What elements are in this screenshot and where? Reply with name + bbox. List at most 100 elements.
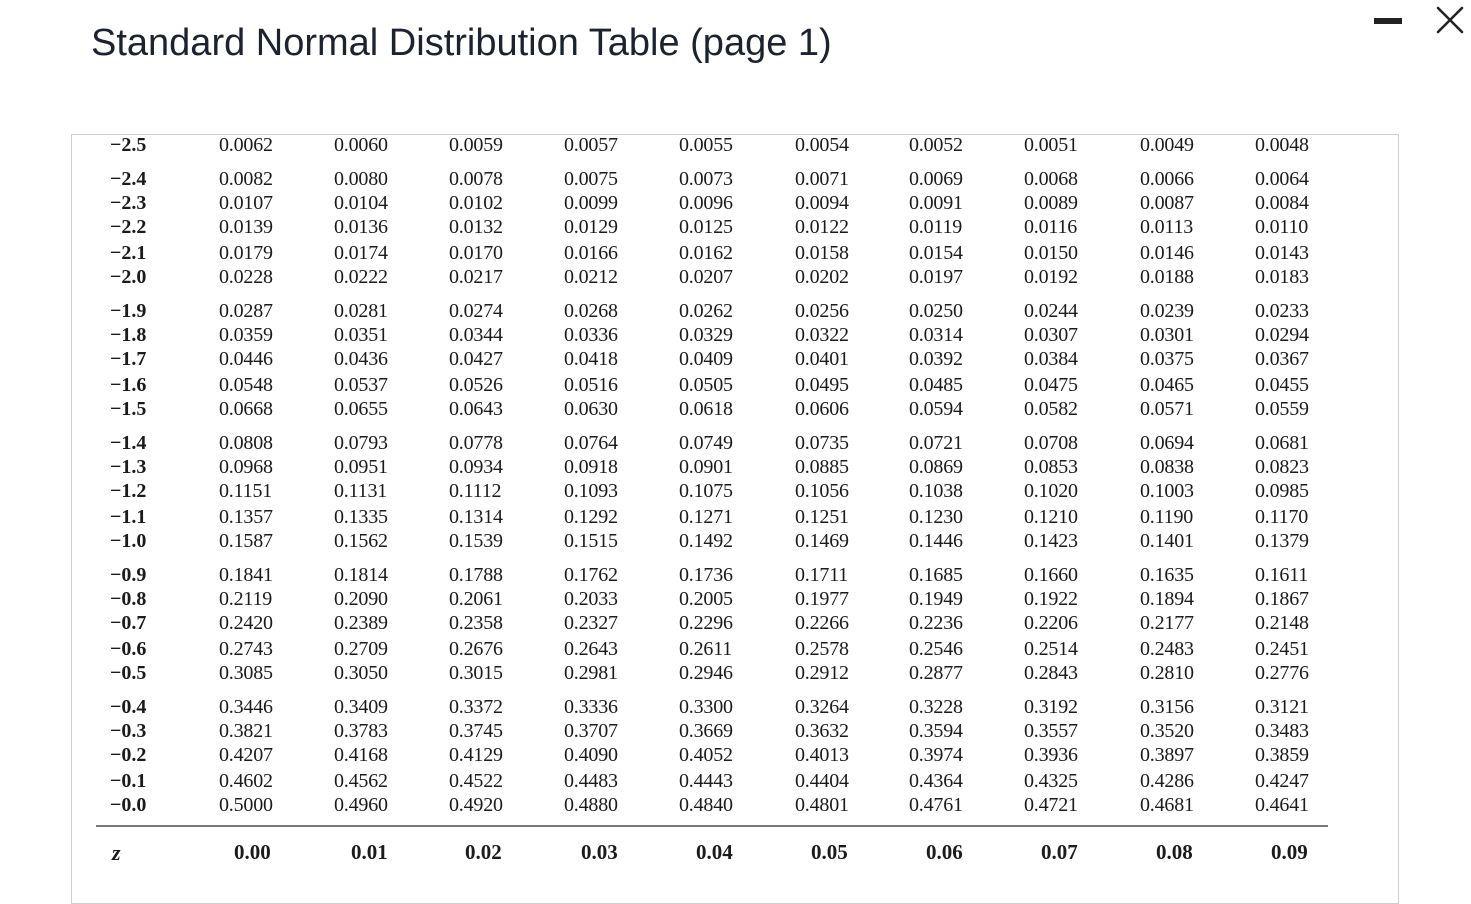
- table-cell: 0.3228: [909, 696, 963, 718]
- table-cell: 0.0307: [1024, 324, 1078, 346]
- table-cell: 0.0427: [449, 348, 503, 370]
- table-cell: 0.1251: [795, 506, 849, 528]
- column-header: 0.08: [1156, 840, 1193, 864]
- table-cell: 0.0250: [909, 300, 963, 322]
- table-cell: 0.0051: [1024, 134, 1078, 156]
- close-button[interactable]: [1428, 0, 1471, 40]
- table-cell: 0.0681: [1255, 432, 1309, 454]
- table-cell: 0.2676: [449, 638, 503, 660]
- table-cell: 0.4483: [564, 770, 618, 792]
- table-cell: 0.0146: [1140, 242, 1194, 264]
- table-cell: 0.4840: [679, 794, 733, 816]
- table-cell: 0.0179: [219, 242, 273, 264]
- table-cell: 0.3520: [1140, 720, 1194, 742]
- table-cell: 0.2946: [679, 662, 733, 684]
- minimize-button[interactable]: [1366, 0, 1410, 40]
- table-cell: 0.1271: [679, 506, 733, 528]
- table-cell: 0.0068: [1024, 168, 1078, 190]
- table-cell: 0.0073: [679, 168, 733, 190]
- table-cell: 0.0708: [1024, 432, 1078, 454]
- table-cell: 0.1020: [1024, 480, 1078, 502]
- table-cell: 0.0359: [219, 324, 273, 346]
- table-cell: 0.2514: [1024, 638, 1078, 660]
- table-cell: 0.0375: [1140, 348, 1194, 370]
- table-cell: 0.0062: [219, 134, 273, 156]
- table-cell: 0.0630: [564, 398, 618, 420]
- table-cell: 0.2451: [1255, 638, 1309, 660]
- table-cell: 0.3121: [1255, 696, 1309, 718]
- table-cell: 0.0268: [564, 300, 618, 322]
- table-cell: 0.0084: [1255, 192, 1309, 214]
- table-cell: 0.0143: [1255, 242, 1309, 264]
- table-cell: 0.0158: [795, 242, 849, 264]
- table-cell: 0.0064: [1255, 168, 1309, 190]
- table-cell: 0.0183: [1255, 266, 1309, 288]
- table-cell: 0.0192: [1024, 266, 1078, 288]
- table-cell: 0.3745: [449, 720, 503, 742]
- table-cell: 0.0344: [449, 324, 503, 346]
- table-cell: 0.0116: [1024, 216, 1078, 238]
- table-cell: 0.0048: [1255, 134, 1309, 156]
- z-value-label: −1.9: [110, 300, 147, 322]
- table-cell: 0.0351: [334, 324, 388, 346]
- table-cell: 0.4522: [449, 770, 503, 792]
- table-cell: 0.0228: [219, 266, 273, 288]
- table-cell: 0.0091: [909, 192, 963, 214]
- table-cell: 0.0212: [564, 266, 618, 288]
- z-value-label: −0.1: [110, 770, 147, 792]
- table-cell: 0.0735: [795, 432, 849, 454]
- table-cell: 0.0384: [1024, 348, 1078, 370]
- z-value-label: −1.0: [110, 530, 147, 552]
- table-cell: 0.0869: [909, 456, 963, 478]
- table-cell: 0.0104: [334, 192, 388, 214]
- table-cell: 0.0418: [564, 348, 618, 370]
- table-cell: 0.3783: [334, 720, 388, 742]
- table-cell: 0.4641: [1255, 794, 1309, 816]
- table-cell: 0.0087: [1140, 192, 1194, 214]
- table-cell: 0.3632: [795, 720, 849, 742]
- z-value-label: −1.7: [110, 348, 147, 370]
- table-cell: 0.1423: [1024, 530, 1078, 552]
- table-cell: 0.1151: [219, 480, 273, 502]
- table-cell: 0.0069: [909, 168, 963, 190]
- column-header: 0.04: [696, 840, 733, 864]
- table-cell: 0.1635: [1140, 564, 1194, 586]
- table-cell: 0.2236: [909, 612, 963, 634]
- table-cell: 0.2743: [219, 638, 273, 660]
- table-cell: 0.4880: [564, 794, 618, 816]
- table-cell: 0.2177: [1140, 612, 1194, 634]
- table-cell: 0.0314: [909, 324, 963, 346]
- table-cell: 0.1379: [1255, 530, 1309, 552]
- table-cell: 0.0618: [679, 398, 733, 420]
- table-cell: 0.1170: [1255, 506, 1309, 528]
- table-cell: 0.2643: [564, 638, 618, 660]
- table-cell: 0.1190: [1140, 506, 1194, 528]
- table-cell: 0.0455: [1255, 374, 1309, 396]
- table-cell: 0.3707: [564, 720, 618, 742]
- table-cell: 0.4681: [1140, 794, 1194, 816]
- table-cell: 0.0301: [1140, 324, 1194, 346]
- table-cell: 0.0233: [1255, 300, 1309, 322]
- z-value-label: −1.6: [110, 374, 147, 396]
- table-cell: 0.0239: [1140, 300, 1194, 322]
- table-cell: 0.0668: [219, 398, 273, 420]
- table-cell: 0.4721: [1024, 794, 1078, 816]
- table-cell: 0.2090: [334, 588, 388, 610]
- table-cell: 0.0409: [679, 348, 733, 370]
- column-header: 0.09: [1271, 840, 1308, 864]
- table-cell: 0.2810: [1140, 662, 1194, 684]
- table-cell: 0.3372: [449, 696, 503, 718]
- table-cell: 0.0951: [334, 456, 388, 478]
- z-value-label: −2.0: [110, 266, 147, 288]
- z-value-label: −0.7: [110, 612, 147, 634]
- table-cell: 0.3156: [1140, 696, 1194, 718]
- table-cell: 0.1230: [909, 506, 963, 528]
- table-cell: 0.0694: [1140, 432, 1194, 454]
- table-cell: 0.1922: [1024, 588, 1078, 610]
- table-cell: 0.0475: [1024, 374, 1078, 396]
- table-cell: 0.0110: [1255, 216, 1309, 238]
- table-cell: 0.4129: [449, 744, 503, 766]
- table-cell: 0.1003: [1140, 480, 1194, 502]
- table-cell: 0.1539: [449, 530, 503, 552]
- table-cell: 0.0465: [1140, 374, 1194, 396]
